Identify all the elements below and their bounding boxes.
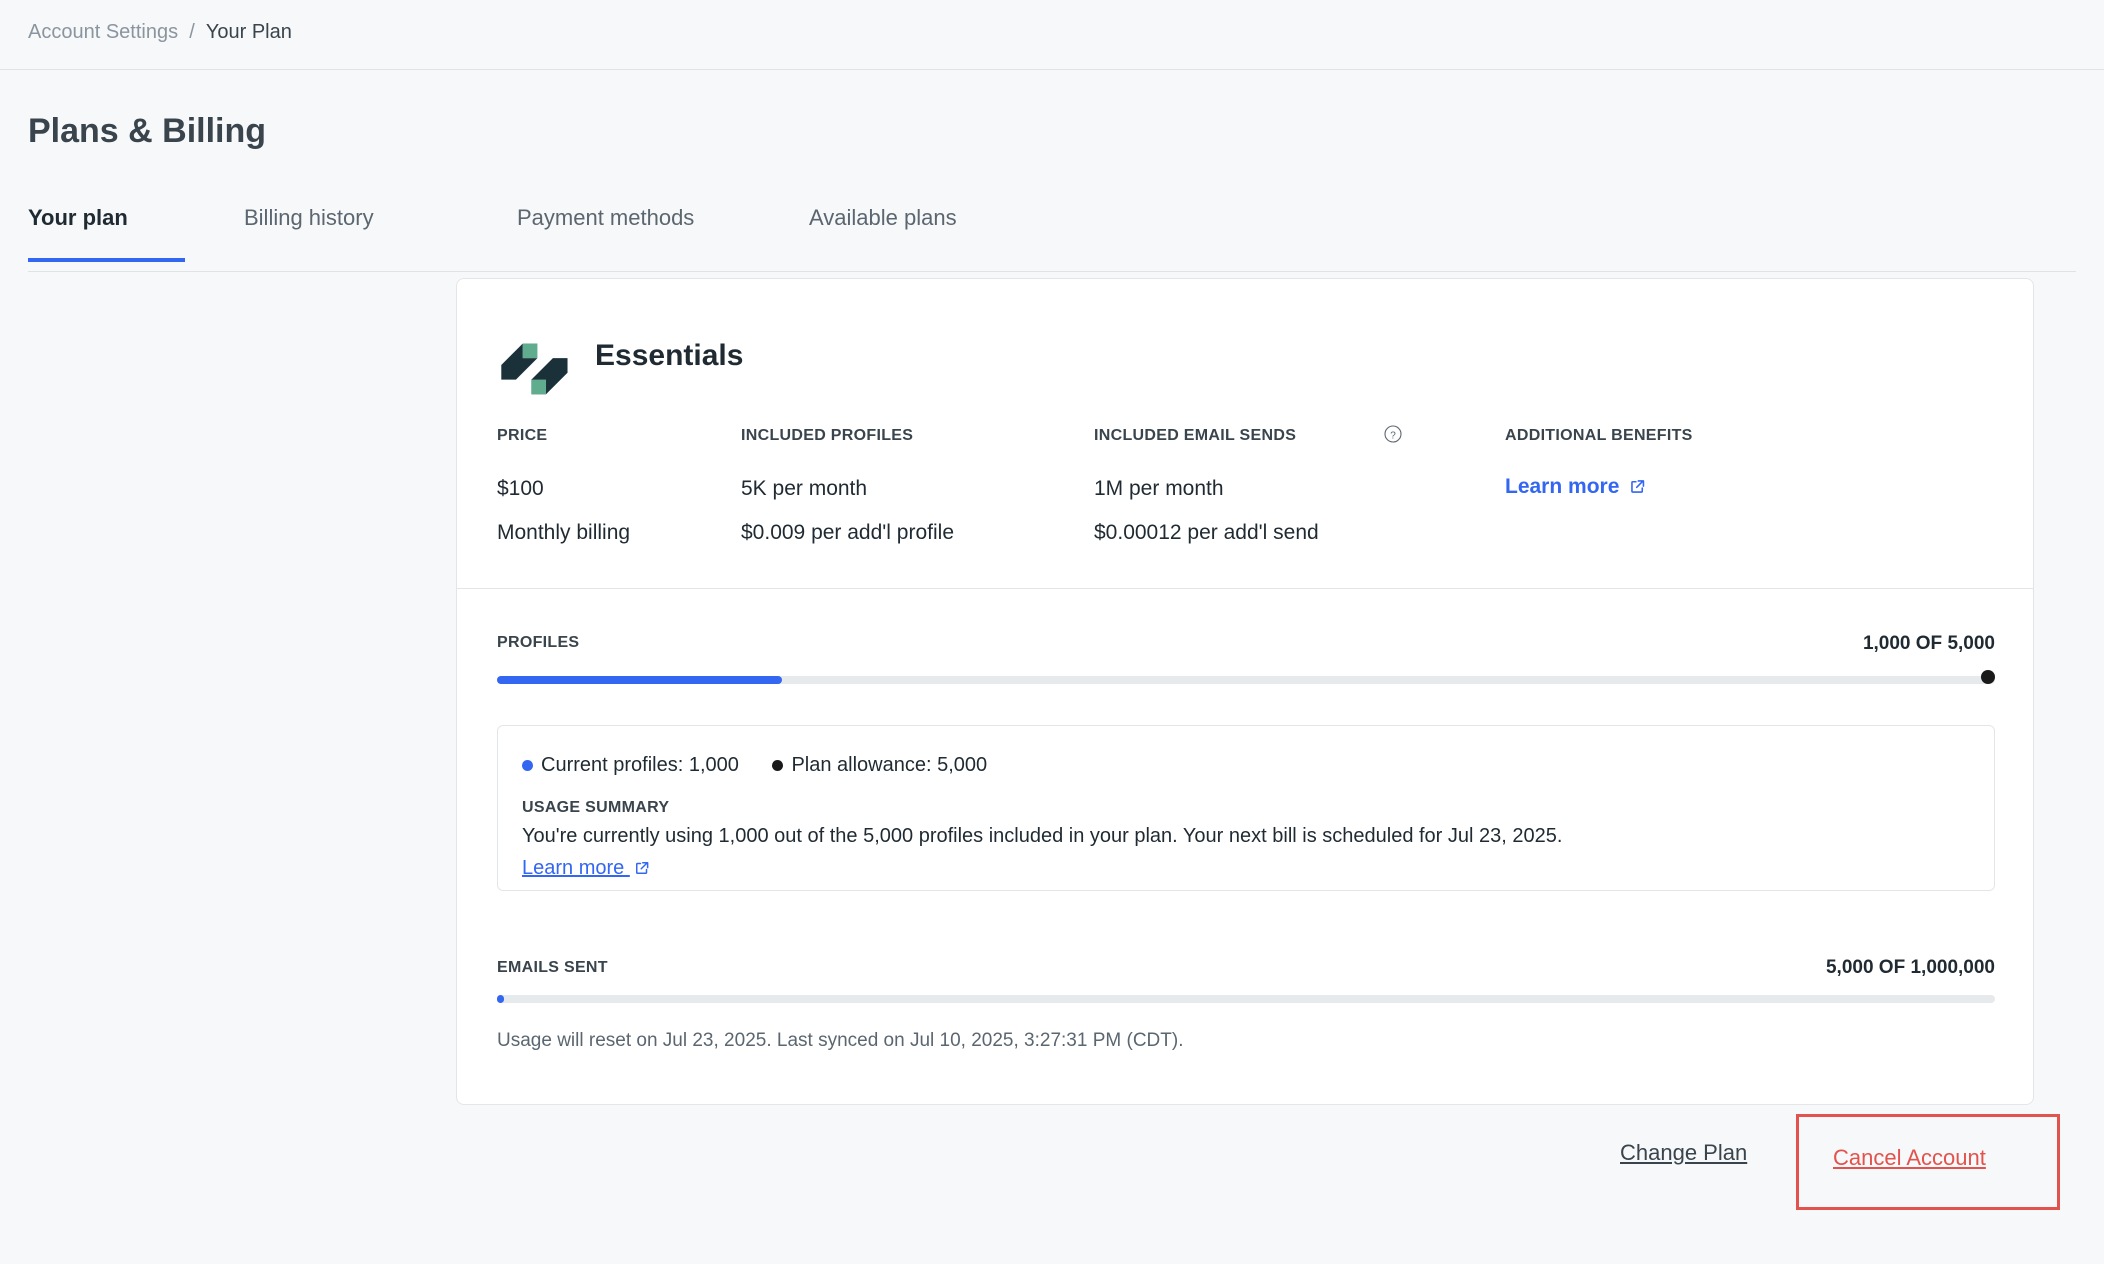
svg-text:?: ? <box>1390 431 1396 442</box>
